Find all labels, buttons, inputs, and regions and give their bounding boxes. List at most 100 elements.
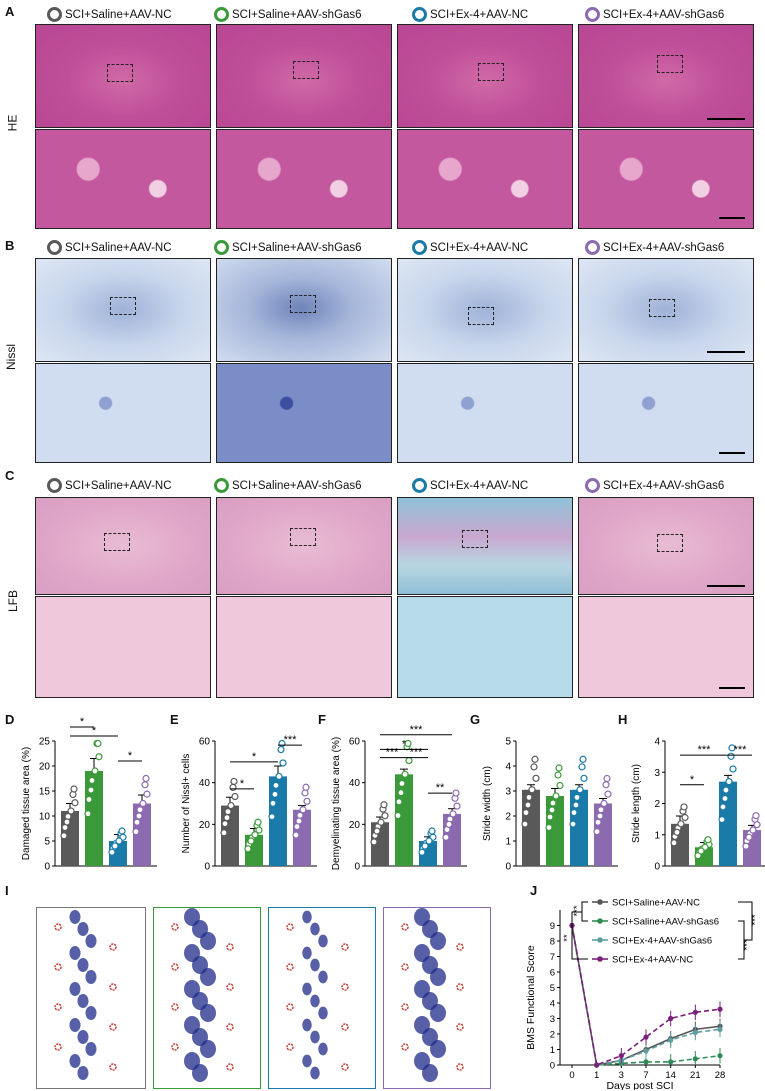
data-point: [579, 755, 587, 763]
data-point: [618, 1053, 624, 1059]
forepaw-print: [226, 983, 234, 991]
y-tick-label: 2: [550, 1030, 555, 1041]
group-label: SCI+Ex-4+AAV-shGas6: [603, 8, 725, 21]
panel-label-d: D: [5, 712, 15, 727]
data-point: [593, 828, 601, 836]
hindpaw-print: [310, 958, 320, 972]
sig-label: ***: [410, 724, 424, 736]
sig-label: ***: [284, 734, 298, 746]
data-point: [742, 842, 750, 850]
he-magnified-image: [578, 129, 754, 229]
data-point: [673, 828, 681, 836]
x-tick-label: 14: [665, 1070, 676, 1081]
data-point: [428, 827, 436, 835]
bar: [85, 771, 103, 866]
legend-marker: [597, 918, 603, 924]
y-axis-label: Number of Nissl+ cells: [181, 754, 192, 854]
data-point: [91, 767, 99, 775]
y-tick-label: 0: [44, 862, 50, 873]
data-point: [268, 813, 276, 821]
hindpaw-print: [200, 1004, 216, 1022]
data-point: [569, 820, 577, 828]
data-point: [229, 783, 237, 792]
data-point: [292, 831, 300, 839]
data-point: [370, 838, 378, 846]
hindpaw-print: [422, 1064, 438, 1082]
hindpaw-print: [318, 1042, 328, 1056]
nissl-overview-image: [35, 258, 211, 362]
data-point: [554, 771, 562, 779]
legend-label: SCI+Saline+AAV-NC: [612, 898, 700, 909]
data-point: [275, 772, 283, 781]
nissl-magnified-image: [35, 363, 211, 463]
panel-label-c: C: [5, 468, 15, 483]
data-point: [580, 774, 588, 782]
x-tick-label: 0: [569, 1070, 574, 1081]
data-point: [548, 806, 556, 814]
data-point: [521, 820, 529, 828]
y-tick-label: 10: [39, 812, 51, 823]
panel-label-i: I: [5, 883, 9, 898]
data-point: [753, 821, 761, 829]
data-point: [60, 832, 68, 840]
nissl-magnified-image: [578, 363, 754, 463]
y-axis-label: Stride width (cm): [482, 766, 493, 841]
sig-label: ***: [734, 744, 748, 756]
hindpaw-print: [310, 1030, 320, 1044]
data-point: [692, 1029, 698, 1036]
sig-label: ***: [572, 905, 583, 916]
sig-label: *: [252, 751, 257, 763]
data-point: [303, 797, 311, 805]
ring-icon: [585, 478, 600, 493]
chart-D: 0 5 10 15 20 25 Damaged tissue area (%) * * *: [21, 716, 157, 873]
data-point: [425, 837, 433, 845]
he-magnified-image: [397, 129, 573, 229]
nissl-overview-image: [397, 258, 573, 362]
hindpaw-print: [310, 1066, 320, 1080]
data-point: [531, 755, 539, 763]
data-point: [722, 786, 730, 794]
data-point: [603, 774, 611, 783]
data-point: [63, 818, 71, 826]
data-point: [717, 1053, 723, 1059]
data-point: [680, 803, 688, 811]
data-point: [302, 783, 310, 791]
y-tick-label: 20: [199, 820, 211, 831]
data-point: [552, 792, 560, 800]
y-tick-label: 60: [199, 737, 211, 748]
x-axis-label: Days post SCI: [606, 1080, 673, 1090]
ring-icon: [214, 478, 229, 493]
x-tick-label: 21: [690, 1070, 701, 1081]
hindpaw-print: [85, 970, 97, 984]
data-point: [299, 806, 307, 814]
data-point: [220, 829, 228, 837]
data-point: [231, 792, 239, 801]
data-point: [555, 764, 563, 772]
data-point: [132, 828, 140, 836]
data-point: [453, 802, 461, 810]
y-tick-label: 8: [550, 937, 555, 948]
hindpaw-print: [302, 910, 312, 924]
lfb-overview-image: [397, 497, 573, 595]
data-point: [301, 789, 309, 797]
data-point: [532, 774, 540, 782]
data-point: [279, 759, 287, 767]
forepaw-print: [456, 1063, 464, 1071]
ring-icon: [585, 7, 600, 22]
forepaw-print: [171, 923, 179, 931]
hindpaw-print: [430, 1040, 446, 1058]
y-tick-label: 0: [204, 862, 210, 873]
stain-label-he: HE: [5, 114, 20, 132]
hindpaw-print: [77, 994, 89, 1008]
y-tick-label: 1: [505, 837, 511, 848]
data-point: [135, 812, 143, 820]
ring-icon: [214, 240, 229, 255]
data-point: [373, 827, 381, 835]
data-point: [247, 837, 255, 845]
data-point: [681, 813, 689, 822]
y-axis-label: Demyelinating tissue area (%): [331, 737, 342, 870]
hindpaw-print: [77, 958, 89, 972]
sig-label: ***: [386, 747, 400, 759]
